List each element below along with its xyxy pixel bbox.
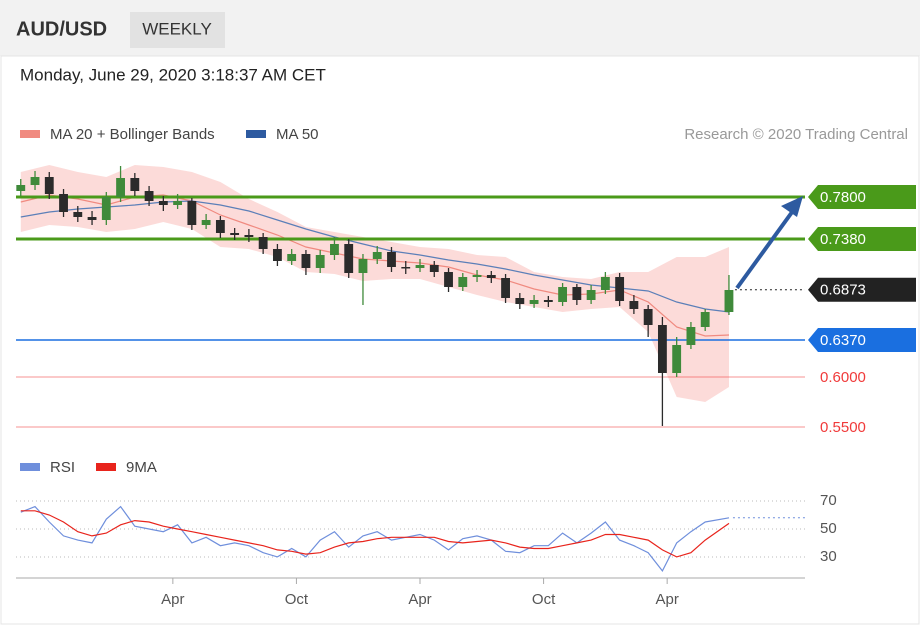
level-label: 0.7380 [820, 231, 866, 248]
candle-body [415, 265, 425, 268]
candle-body [230, 233, 240, 235]
level-tag [808, 277, 916, 302]
y-tick-label: 30 [820, 548, 837, 565]
candle-body [59, 194, 68, 212]
candle-body [116, 178, 125, 197]
candle-body [672, 345, 682, 373]
level-tag [808, 227, 916, 251]
candle-body [515, 298, 525, 304]
candle-body [724, 290, 734, 312]
candle-body [472, 275, 482, 277]
candle-body [215, 220, 225, 233]
candle-body [501, 278, 510, 298]
legend-swatch [20, 130, 40, 138]
level-label: 0.7800 [820, 189, 866, 206]
interval[interactable]: WEEKLY [142, 19, 212, 38]
candle-body [173, 201, 183, 205]
candle-body [287, 254, 297, 261]
candle-body [686, 327, 696, 345]
legend-label: 9MA [126, 459, 157, 476]
timestamp: Monday, June 29, 2020 3:18:37 AM CET [20, 65, 326, 84]
candle-body [158, 201, 168, 205]
candle-body [244, 235, 254, 237]
candle-body [144, 191, 154, 201]
y-tick-label: 70 [820, 492, 837, 509]
rsi-line [20, 505, 730, 573]
rsi-line [20, 510, 730, 558]
candle-body [201, 220, 211, 225]
candle-body [187, 201, 197, 225]
candle-body [330, 244, 339, 255]
candle-body [344, 244, 354, 273]
candle-body [558, 287, 568, 302]
level-label: 0.6370 [820, 332, 866, 349]
level-tag [808, 185, 916, 209]
candle-body [572, 287, 582, 300]
level-label: 0.6873 [820, 282, 866, 299]
candle-body [586, 290, 596, 300]
level-label: 0.5500 [820, 419, 866, 436]
candle-body [301, 254, 311, 268]
candle-body [387, 252, 396, 267]
candle-body [458, 277, 468, 287]
symbol: AUD/USD [16, 18, 107, 40]
x-tick-label: Apr [655, 591, 678, 608]
candle-body [401, 267, 411, 269]
x-tick-label: Apr [408, 591, 431, 608]
legend-swatch [246, 130, 266, 138]
forecast-arrow [735, 206, 797, 290]
legend-swatch [20, 463, 40, 471]
candle-body [615, 277, 625, 301]
frame [0, 55, 920, 625]
candle-body [486, 275, 496, 278]
bollinger-band [20, 165, 730, 402]
candle-body [44, 177, 54, 194]
legend-label: MA 50 [276, 126, 319, 143]
candle-body [643, 309, 653, 325]
candle-body [600, 277, 610, 290]
legend-label: MA 20 + Bollinger Bands [50, 126, 215, 143]
candle-body [358, 259, 368, 273]
candle-body [700, 312, 710, 327]
candle-body [258, 237, 268, 249]
attribution: Research © 2020 Trading Central [684, 126, 908, 143]
candle-body [629, 301, 639, 309]
candle-body [657, 325, 667, 373]
candle-body [130, 178, 140, 191]
legend-swatch [96, 463, 116, 471]
y-tick-label: 50 [820, 520, 837, 537]
level-label: 0.6000 [820, 369, 866, 386]
legend-label: RSI [50, 459, 75, 476]
interval-box[interactable] [130, 12, 225, 48]
candle-body [529, 300, 539, 304]
candle-body [16, 185, 26, 191]
candle-body [429, 265, 439, 272]
candle-body [272, 249, 282, 261]
plot: 0.7800 0.7380 0.6873 0.6370 0.6000 0.5500 30 50… [16, 165, 916, 608]
arrow-head [781, 196, 803, 217]
x-tick-label: Oct [285, 591, 309, 608]
candle-body [543, 300, 553, 302]
candle-body [101, 197, 111, 220]
x-tick-label: Oct [532, 591, 556, 608]
candle-body [372, 252, 382, 259]
candle-body [315, 255, 325, 268]
x-tick-label: Apr [161, 591, 184, 608]
candle-body [73, 212, 83, 217]
level-tag [808, 328, 916, 352]
candle-body [87, 217, 97, 220]
candle-body [444, 272, 453, 287]
candle-body [30, 177, 40, 185]
